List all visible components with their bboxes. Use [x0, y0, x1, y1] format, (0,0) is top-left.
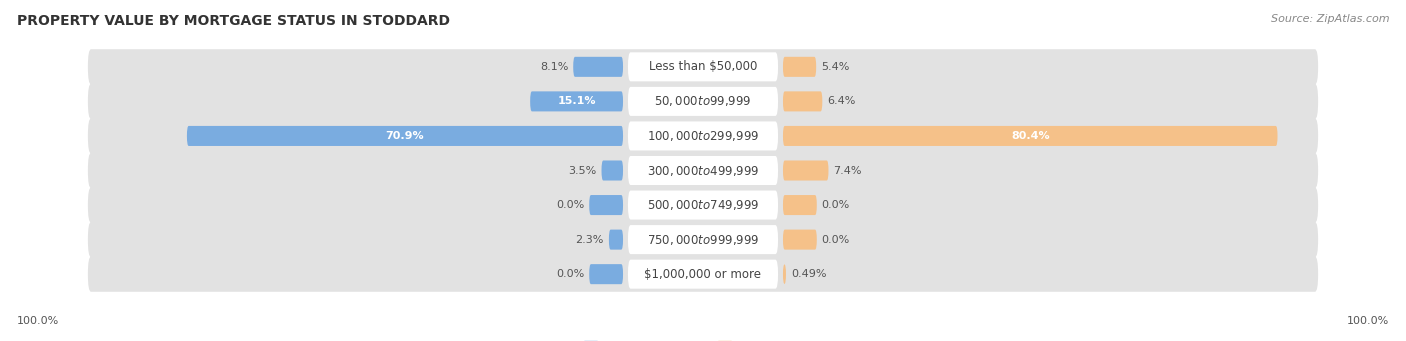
Text: 8.1%: 8.1% [540, 62, 568, 72]
Text: 15.1%: 15.1% [557, 97, 596, 106]
Text: $300,000 to $499,999: $300,000 to $499,999 [647, 163, 759, 178]
Text: $50,000 to $99,999: $50,000 to $99,999 [654, 94, 752, 108]
Text: Less than $50,000: Less than $50,000 [648, 60, 758, 73]
FancyBboxPatch shape [628, 156, 778, 185]
FancyBboxPatch shape [87, 153, 1319, 188]
FancyBboxPatch shape [628, 260, 778, 289]
Text: $1,000,000 or more: $1,000,000 or more [644, 268, 762, 281]
FancyBboxPatch shape [574, 57, 623, 77]
Text: Source: ZipAtlas.com: Source: ZipAtlas.com [1271, 14, 1389, 24]
FancyBboxPatch shape [628, 121, 778, 150]
FancyBboxPatch shape [783, 161, 828, 180]
Text: 6.4%: 6.4% [827, 97, 856, 106]
FancyBboxPatch shape [602, 161, 623, 180]
Text: 2.3%: 2.3% [575, 235, 605, 244]
FancyBboxPatch shape [783, 264, 786, 284]
FancyBboxPatch shape [87, 118, 1319, 153]
Text: PROPERTY VALUE BY MORTGAGE STATUS IN STODDARD: PROPERTY VALUE BY MORTGAGE STATUS IN STO… [17, 14, 450, 28]
Text: 5.4%: 5.4% [821, 62, 849, 72]
Text: $100,000 to $299,999: $100,000 to $299,999 [647, 129, 759, 143]
Text: 100.0%: 100.0% [1347, 315, 1389, 326]
FancyBboxPatch shape [628, 225, 778, 254]
FancyBboxPatch shape [628, 52, 778, 81]
Text: 0.49%: 0.49% [792, 269, 827, 279]
FancyBboxPatch shape [87, 49, 1319, 85]
Text: 7.4%: 7.4% [834, 165, 862, 176]
Text: 0.0%: 0.0% [821, 235, 851, 244]
FancyBboxPatch shape [783, 57, 815, 77]
FancyBboxPatch shape [530, 91, 623, 112]
Text: 70.9%: 70.9% [385, 131, 425, 141]
Text: 0.0%: 0.0% [555, 269, 585, 279]
FancyBboxPatch shape [628, 191, 778, 220]
FancyBboxPatch shape [783, 91, 823, 112]
Text: 0.0%: 0.0% [821, 200, 851, 210]
FancyBboxPatch shape [87, 256, 1319, 292]
FancyBboxPatch shape [187, 126, 623, 146]
FancyBboxPatch shape [783, 126, 1278, 146]
Text: 3.5%: 3.5% [568, 165, 596, 176]
FancyBboxPatch shape [589, 264, 623, 284]
Text: 80.4%: 80.4% [1011, 131, 1049, 141]
FancyBboxPatch shape [783, 229, 817, 250]
Text: 0.0%: 0.0% [555, 200, 585, 210]
FancyBboxPatch shape [87, 222, 1319, 257]
FancyBboxPatch shape [628, 87, 778, 116]
Text: $750,000 to $999,999: $750,000 to $999,999 [647, 233, 759, 247]
FancyBboxPatch shape [783, 195, 817, 215]
FancyBboxPatch shape [87, 84, 1319, 119]
FancyBboxPatch shape [589, 195, 623, 215]
Text: $500,000 to $749,999: $500,000 to $749,999 [647, 198, 759, 212]
FancyBboxPatch shape [87, 188, 1319, 223]
FancyBboxPatch shape [609, 229, 623, 250]
Text: 100.0%: 100.0% [17, 315, 59, 326]
